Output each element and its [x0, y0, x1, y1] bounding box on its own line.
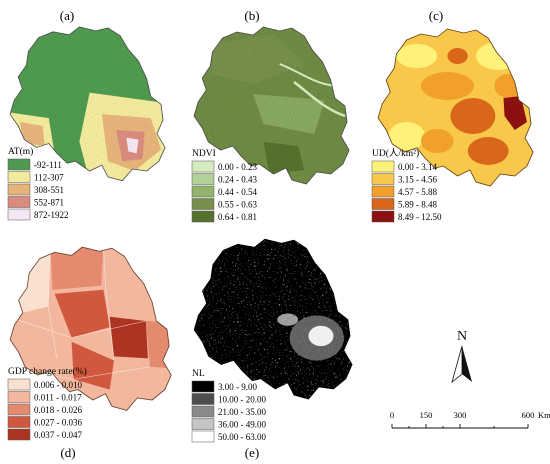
legend-item-label: 112-307	[34, 173, 64, 183]
scale-bar-line	[391, 424, 529, 429]
legend-title-b: NDVI	[192, 149, 216, 159]
legend-title-d: GDP change rate(%)	[8, 366, 87, 377]
legend-item-label: 50.00 - 63.00	[218, 432, 266, 442]
legend-item-label: 36.00 - 49.00	[218, 420, 266, 430]
panel-d-map	[9, 246, 172, 411]
panel-label-a: (a)	[60, 8, 74, 23]
legend-title-a: AT(m)	[8, 146, 33, 157]
legend-swatch	[371, 198, 395, 210]
legend-item-label: 21.00 - 35.00	[218, 407, 266, 417]
legend-swatch	[371, 160, 395, 173]
legend-d: GDP change rate(%) 0.006 - 0.010 0.011 - 0…	[7, 366, 87, 441]
legend-c: UD(人/km²) 0.00 - 3.14 3.15 - 4.56 4.57 - 5.…	[371, 148, 442, 223]
legend-swatch	[191, 185, 215, 198]
legend-swatch	[371, 185, 395, 198]
legend-item-label: 0.011 - 0.017	[34, 393, 82, 403]
legend-swatch	[191, 210, 215, 223]
legend-swatch	[7, 158, 31, 171]
legend-item-label: 0.55 - 0.63	[218, 200, 257, 210]
legend-swatch	[7, 171, 31, 183]
legend-item-label: 0.44 - 0.54	[218, 187, 257, 197]
legend-swatch	[191, 393, 215, 405]
panel-label-d: (d)	[60, 445, 75, 460]
legend-swatch	[191, 405, 215, 418]
legend-item-label: 0.64 - 0.81	[218, 212, 257, 222]
legend-swatch	[7, 391, 31, 403]
legend-swatch	[7, 378, 31, 391]
legend-item-label: 0.006 - 0.010	[34, 380, 82, 390]
legend-item-label: 308-551	[34, 185, 64, 195]
legend-item-label: 10.00 - 20.00	[218, 395, 266, 405]
legend-item-label: 0.00 - 3.14	[398, 162, 437, 172]
legend-swatch	[191, 430, 215, 443]
legend-item-label: 4.57 - 5.88	[398, 187, 437, 197]
legend-item-label: 5.89 - 8.48	[398, 200, 437, 210]
legend-swatch	[7, 428, 31, 441]
legend-item-label: 8.49 - 12.50	[398, 212, 442, 222]
legend-swatch	[7, 208, 31, 221]
legend-swatch	[7, 183, 31, 196]
legend-swatch	[191, 198, 215, 210]
scale-tick-600: 600	[522, 410, 535, 420]
legend-item-label: 0.018 - 0.026	[34, 405, 82, 415]
legend-e: NL 3.00 - 9.00 10.00 - 20.00 21.00 - 35.00 3…	[191, 369, 266, 443]
legend-swatch	[191, 173, 215, 185]
scale-tick-150: 150	[420, 410, 433, 420]
legend-item-label: 0.00 - 0.23	[218, 162, 257, 172]
legend-swatch	[7, 416, 31, 428]
legend-title-e: NL	[192, 369, 205, 379]
legend-item-label: 0.24 - 0.43	[218, 175, 257, 185]
legend-swatch	[7, 403, 31, 416]
panel-e-map	[193, 238, 353, 400]
panel-c-map	[377, 28, 534, 187]
scale-unit: Km	[538, 410, 550, 420]
north-arrow-icon	[462, 346, 472, 382]
legend-swatch	[191, 418, 215, 430]
legend-item-label: 552-871	[34, 198, 64, 208]
legend-swatch	[371, 173, 395, 185]
legend-title-c: UD(人/km²)	[372, 148, 419, 159]
legend-item-label: 0.037 - 0.047	[34, 430, 82, 440]
legend-item-label: 3.15 - 4.56	[398, 175, 437, 185]
legend-a: AT(m)-92-111 112-307 308-551 552-871 872-192…	[7, 146, 69, 221]
legend-item-label: 872-1922	[34, 210, 69, 220]
scale-tick-300: 300	[454, 410, 467, 420]
panel-label-e: (e)	[245, 445, 259, 460]
panel-label-b: (b)	[244, 8, 259, 23]
legend-swatch	[7, 196, 31, 208]
panel-label-c: (c)	[429, 8, 443, 23]
legend-swatch	[191, 380, 215, 393]
legend-item-label: 0.027 - 0.036	[34, 418, 82, 428]
north-arrow-label: N	[457, 329, 467, 344]
legend-swatch	[371, 210, 395, 223]
legend-item-label: 3.00 - 9.00	[218, 382, 257, 392]
legend-item-label: -92-111	[34, 160, 62, 170]
scale-tick-0: 0	[390, 410, 394, 420]
north-arrow: N	[451, 329, 472, 384]
scale-bar: 0 150 300 600 Km	[390, 410, 550, 429]
legend-swatch	[191, 160, 215, 173]
